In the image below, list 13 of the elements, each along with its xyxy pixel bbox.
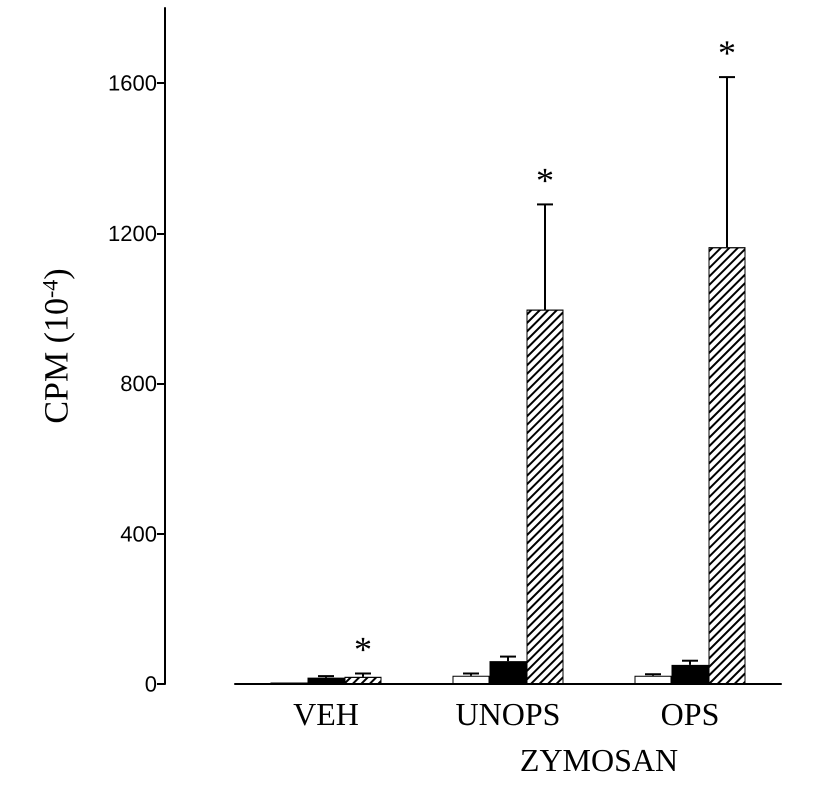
annotation: * [536,160,554,200]
y-tick-label: 800 [120,371,157,396]
y-tick-label: 1200 [108,220,157,246]
annotation: * [718,33,736,74]
x-tick-label: UNOPS [456,696,560,732]
y-axis-title: CPM (10-4) [38,268,76,424]
y-tick-label: 0 [144,672,157,696]
y-tick-label: 400 [120,521,157,546]
text: ZYMOSAN [520,742,678,778]
x-tick-label: OPS [660,696,720,732]
x-tick-label: VEH [293,696,359,732]
y-tick-label: 1600 [108,70,157,96]
annotation: * [354,629,372,670]
